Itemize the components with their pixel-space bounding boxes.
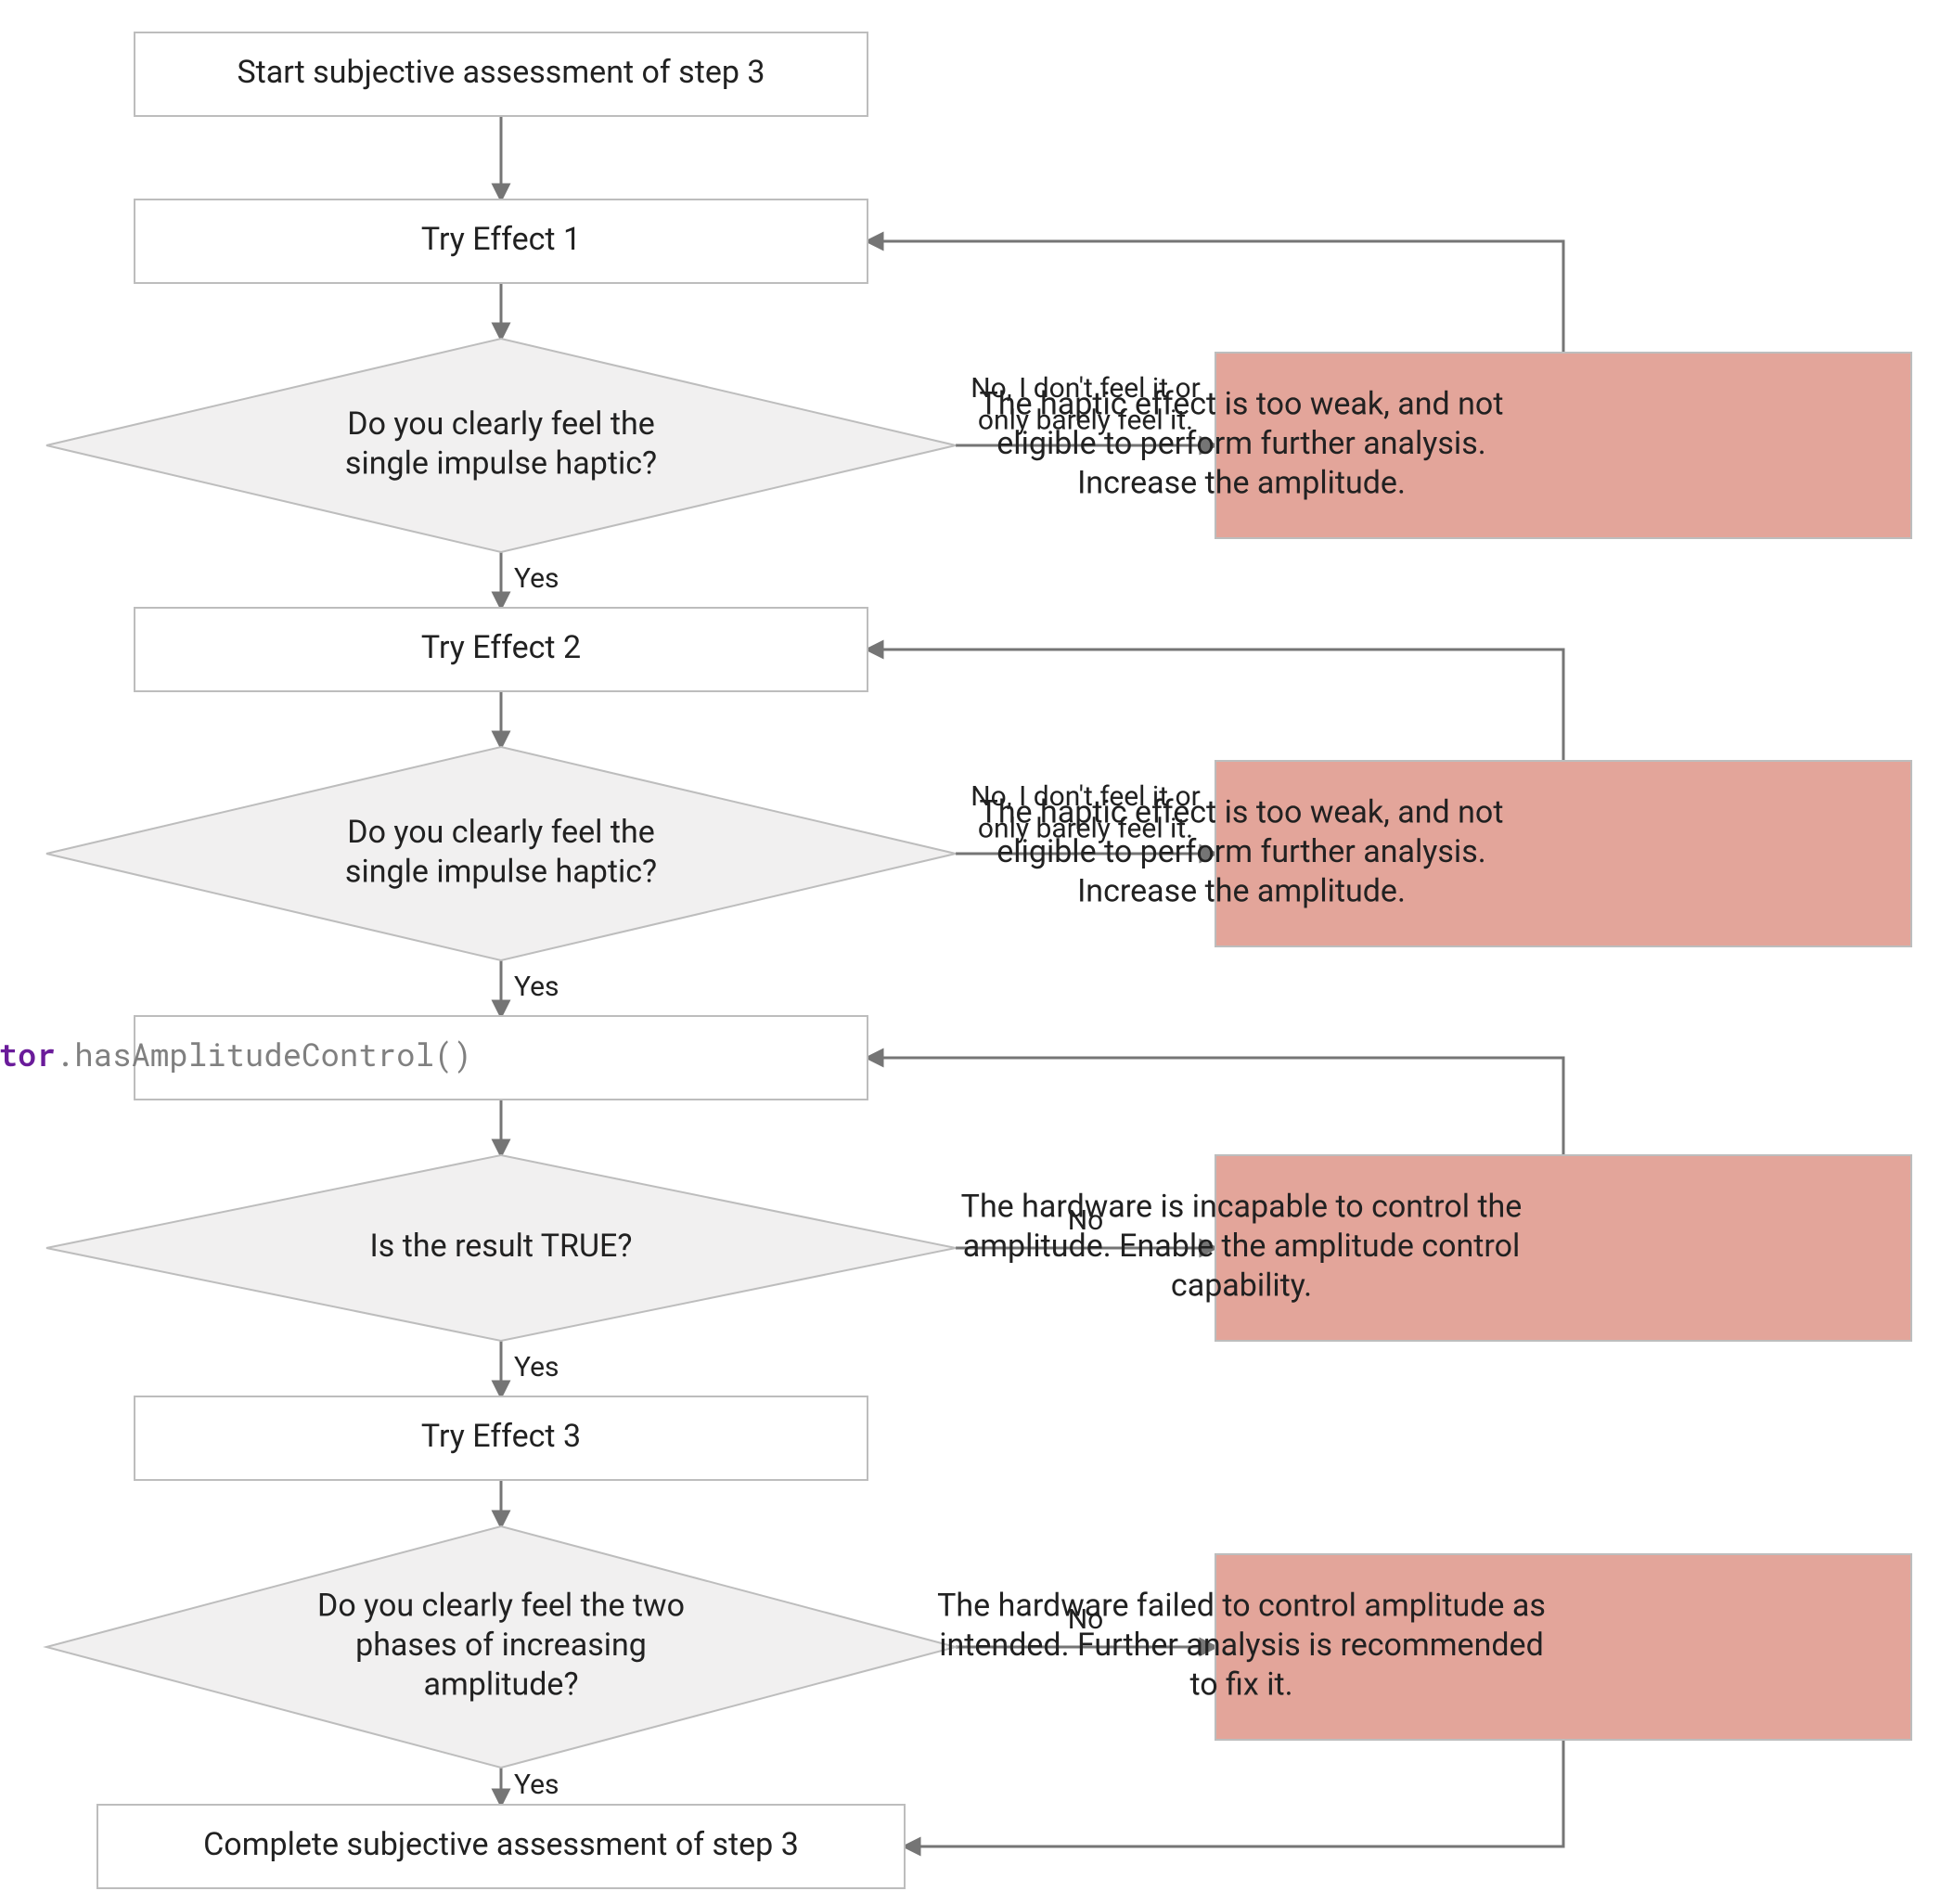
flow-node: Try Effect 2 bbox=[135, 608, 868, 691]
svg-text:Complete subjective assessment: Complete subjective assessment of step 3 bbox=[203, 1826, 799, 1863]
svg-text:Try Effect 2: Try Effect 2 bbox=[421, 629, 581, 666]
svg-text:Yes: Yes bbox=[514, 1351, 559, 1383]
svg-text:Try Vibrator.hasAmplitudeCont: Try Vibrator.hasAmplitudeControl() bbox=[0, 1034, 472, 1075]
flow-node: Complete subjective assessment of step 3 bbox=[97, 1805, 905, 1888]
svg-text:Try Effect 1: Try Effect 1 bbox=[421, 221, 581, 258]
svg-text:Start subjective assessment of: Start subjective assessment of step 3 bbox=[237, 54, 765, 91]
svg-text:Yes: Yes bbox=[514, 971, 559, 1003]
svg-text:Is the result TRUE?: Is the result TRUE? bbox=[370, 1228, 633, 1265]
flow-node: The hardware failed to control amplitude… bbox=[937, 1554, 1911, 1740]
svg-text:Try Effect 3: Try Effect 3 bbox=[421, 1418, 581, 1455]
svg-text:Yes: Yes bbox=[514, 562, 559, 595]
svg-text:Yes: Yes bbox=[514, 1769, 559, 1801]
flow-node: Do you clearly feel thesingle impulse ha… bbox=[46, 339, 956, 552]
flow-node: The hardware is incapable to control the… bbox=[961, 1155, 1911, 1341]
flow-node: Start subjective assessment of step 3 bbox=[135, 32, 868, 116]
flow-node: Is the result TRUE? bbox=[46, 1155, 956, 1341]
flow-node: Try Effect 1 bbox=[135, 199, 868, 283]
flow-node: Try Effect 3 bbox=[135, 1396, 868, 1480]
flow-node: Try Vibrator.hasAmplitudeControl() bbox=[0, 1016, 868, 1100]
flow-node: Do you clearly feel thesingle impulse ha… bbox=[46, 747, 956, 960]
flow-node: Do you clearly feel the twophases of inc… bbox=[46, 1526, 956, 1768]
